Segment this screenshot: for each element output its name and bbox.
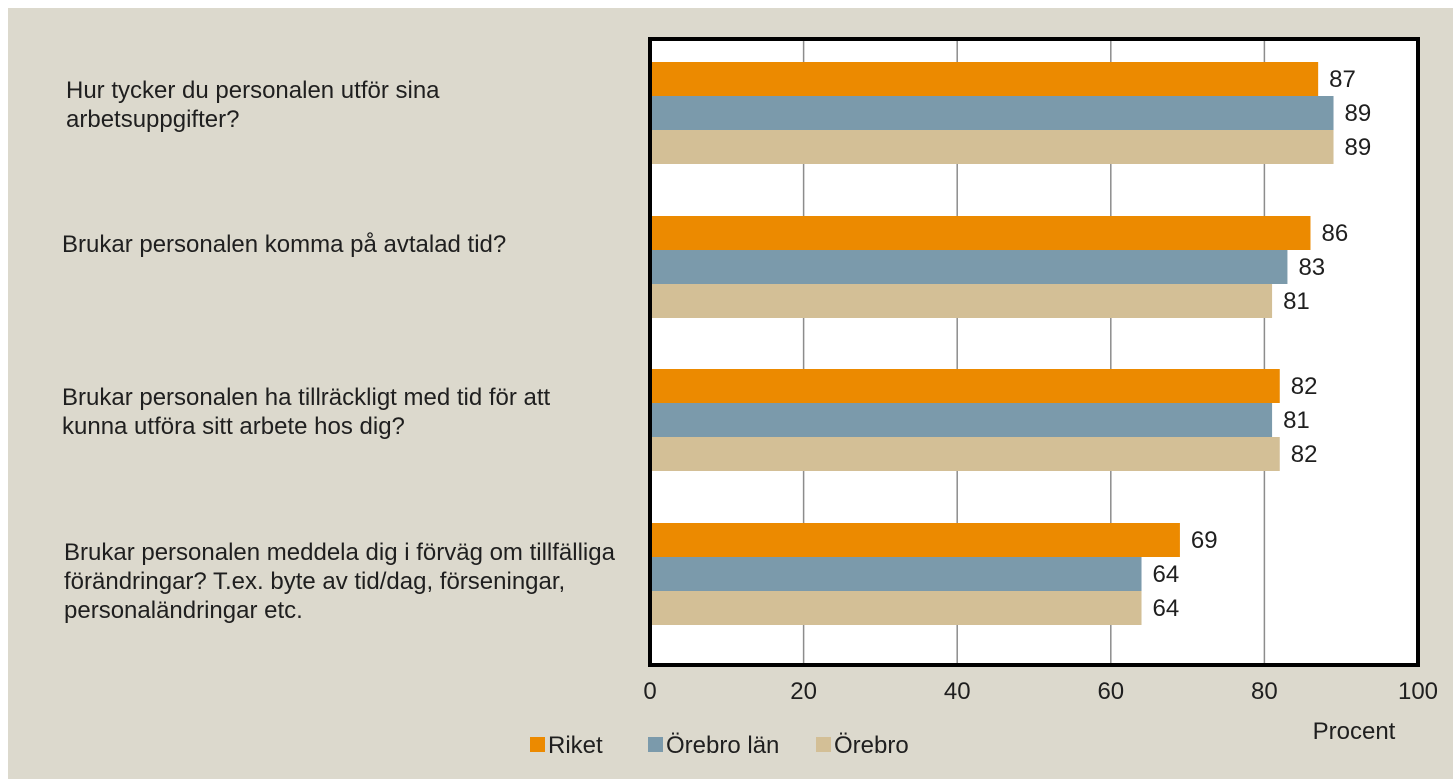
data-label: 81 <box>1283 407 1310 434</box>
bar <box>650 250 1288 284</box>
bar <box>650 369 1280 403</box>
category-label-1: Hur tycker du personalen utför sina arbe… <box>66 77 440 133</box>
data-label: 83 <box>1298 254 1325 281</box>
category-label-3: Brukar personalen ha tillräckligt med ti… <box>62 384 551 440</box>
x-tick-label: 20 <box>790 678 817 705</box>
data-label: 89 <box>1345 100 1372 127</box>
data-label: 89 <box>1345 134 1372 161</box>
legend-label: Örebro <box>834 732 909 759</box>
legend-swatch <box>648 737 663 752</box>
x-tick-label: 80 <box>1251 678 1278 705</box>
x-tick-label: 40 <box>944 678 971 705</box>
data-label: 86 <box>1321 220 1348 247</box>
bar <box>650 96 1334 130</box>
bar <box>650 284 1273 318</box>
bar <box>650 437 1280 471</box>
legend-swatch <box>530 737 545 752</box>
x-tick-label: 100 <box>1398 678 1438 705</box>
bar <box>650 62 1319 96</box>
data-label: 87 <box>1329 66 1356 93</box>
bar <box>650 130 1334 164</box>
data-label: 64 <box>1153 561 1180 588</box>
data-label: 82 <box>1291 441 1318 468</box>
bar-chart-svg: 87 86 82 69 89 83 81 64 89 81 82 64 0 20 40 60 80 100Proc… <box>530 37 1438 759</box>
chart-container: Hur tycker du personalen utför sina arbe… <box>8 8 1453 779</box>
bar <box>650 403 1273 437</box>
x-tick-label: 60 <box>1097 678 1124 705</box>
data-label: 64 <box>1153 595 1180 622</box>
plot-border <box>648 37 1420 667</box>
category-label-4: Brukar personalen meddela dig i förväg o… <box>64 539 615 624</box>
x-axis-title: Procent <box>1313 718 1396 745</box>
data-label: 69 <box>1191 527 1218 554</box>
data-label: 81 <box>1283 288 1310 315</box>
legend-label: Riket <box>548 732 603 759</box>
category-label-2: Brukar personalen komma på avtalad tid? <box>62 231 507 258</box>
legend-label: Örebro län <box>666 732 779 759</box>
data-label: 82 <box>1291 373 1318 400</box>
bar <box>650 591 1142 625</box>
legend-swatch <box>816 737 831 752</box>
bar <box>650 216 1311 250</box>
x-tick-label: 0 <box>643 678 656 705</box>
bar <box>650 523 1180 557</box>
bar <box>650 557 1142 591</box>
